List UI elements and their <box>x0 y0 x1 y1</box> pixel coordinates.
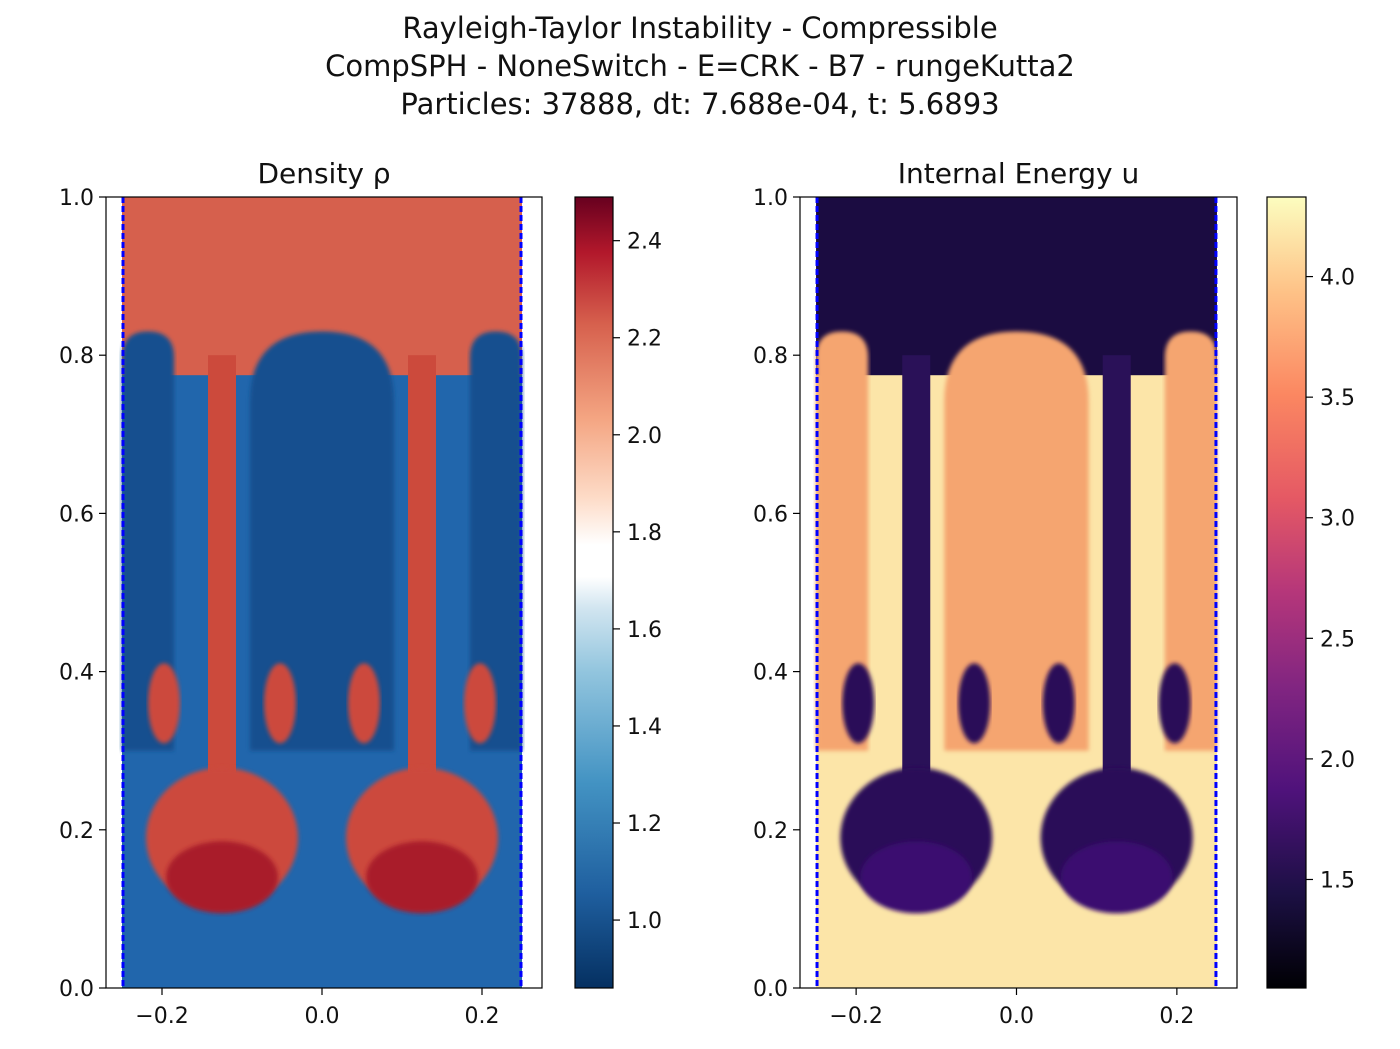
bubble-1 <box>250 331 394 751</box>
x-tick-label: −0.2 <box>829 1004 882 1029</box>
spike-stem-0 <box>208 355 236 791</box>
panel-title: Density ρ <box>257 157 390 190</box>
y-tick-label: 1.0 <box>753 186 788 211</box>
spike-stem-1 <box>1102 355 1131 791</box>
spike-arm-right-0 <box>958 663 991 744</box>
panel-title: Internal Energy u <box>898 157 1140 190</box>
panel-energy: Internal Energy u −0.2 0.0 0.2 0.0 0.2 0.4 0.6 0… <box>753 157 1355 1029</box>
colorbar-energy <box>1266 196 1307 989</box>
colorbar-tick-label: 1.0 <box>627 909 662 934</box>
spikes <box>840 355 1193 914</box>
colorbar-tick-label: 4.0 <box>1320 266 1355 291</box>
colorbar-tick-label: 1.2 <box>627 812 662 837</box>
bubble-0 <box>122 331 174 751</box>
axes-frame <box>799 196 1238 989</box>
x-tick-label: 0.2 <box>1159 1004 1194 1029</box>
colorbar-tick-label: 1.4 <box>627 715 662 740</box>
y-tick-label: 0.8 <box>753 344 788 369</box>
colorbar-density <box>574 196 614 989</box>
y-tick-label: 0.4 <box>753 661 788 686</box>
bubble-0 <box>816 331 869 751</box>
spike-core-0 <box>166 841 278 914</box>
spike-arm-right-0 <box>264 663 296 744</box>
x-tick-label: 0.2 <box>465 1004 500 1029</box>
x-tick-label: 0.0 <box>999 1004 1034 1029</box>
bubble-2 <box>1164 331 1217 751</box>
heatmap-density <box>122 197 522 988</box>
spike-arm-right-1 <box>464 663 496 744</box>
spike-arm-left-1 <box>1042 663 1075 744</box>
bubbles <box>122 331 522 751</box>
bubble-1 <box>944 331 1089 751</box>
spikes <box>146 355 498 914</box>
spike-arm-left-0 <box>148 663 180 744</box>
spike-stem-0 <box>902 355 931 791</box>
spike-stem-1 <box>408 355 436 791</box>
spike-arm-left-1 <box>348 663 380 744</box>
spike-arm-left-0 <box>842 663 875 744</box>
figure-title-line-2: CompSPH - NoneSwitch - E=CRK - B7 - rung… <box>325 49 1075 83</box>
spike-arm-right-1 <box>1158 663 1191 744</box>
x-tick-label: −0.2 <box>135 1004 188 1029</box>
bubble-2 <box>470 331 522 751</box>
colorbar-tick-label: 1.5 <box>1320 868 1355 893</box>
colorbar-tick-label: 1.6 <box>627 618 662 643</box>
y-tick-label: 1.0 <box>59 186 94 211</box>
colorbar-tick-label: 2.4 <box>627 230 662 255</box>
spike-core-0 <box>860 841 973 914</box>
colorbar-tick-label: 2.2 <box>627 327 662 352</box>
heatmap-energy <box>816 197 1217 988</box>
axes-frame <box>105 196 543 989</box>
colorbar-tick-label: 3.0 <box>1320 507 1355 532</box>
y-tick-label: 0.8 <box>59 344 94 369</box>
y-tick-label: 0.4 <box>59 661 94 686</box>
panels-layer: Density ρ −0.2 0.0 0.2 0.0 0.2 0.4 0.6 0.8 1.0 1.0… <box>59 157 1355 1029</box>
x-tick-label: 0.0 <box>305 1004 340 1029</box>
colorbar-tick-label: 3.5 <box>1320 386 1355 411</box>
spike-core-1 <box>1060 841 1173 914</box>
y-tick-label: 0.0 <box>753 977 788 1002</box>
figure-title-line-3: Particles: 37888, dt: 7.688e-04, t: 5.68… <box>400 87 1000 121</box>
y-tick-label: 0.2 <box>59 819 94 844</box>
colorbar-tick-label: 2.0 <box>627 424 662 449</box>
figure-title-line-1: Rayleigh-Taylor Instability - Compressib… <box>402 11 998 45</box>
y-tick-label: 0.6 <box>753 502 788 527</box>
y-tick-label: 0.6 <box>59 502 94 527</box>
y-tick-label: 0.0 <box>59 977 94 1002</box>
colorbar-tick-label: 1.8 <box>627 521 662 546</box>
spike-core-1 <box>366 841 478 914</box>
y-tick-label: 0.2 <box>753 819 788 844</box>
panel-density: Density ρ −0.2 0.0 0.2 0.0 0.2 0.4 0.6 0.8 1.0 1.0… <box>59 157 662 1029</box>
colorbar-tick-label: 2.5 <box>1320 627 1355 652</box>
colorbar-tick-label: 2.0 <box>1320 748 1355 773</box>
bubbles <box>816 331 1217 751</box>
